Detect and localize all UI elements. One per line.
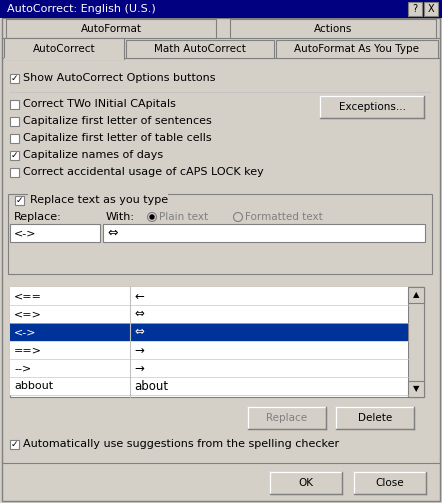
Text: Capitalize first letter of sentences: Capitalize first letter of sentences <box>23 116 212 126</box>
Text: AutoFormat As You Type: AutoFormat As You Type <box>294 44 419 54</box>
Text: ▲: ▲ <box>413 291 419 299</box>
Bar <box>10 305 408 323</box>
Text: ←: ← <box>134 290 144 302</box>
Bar <box>424 2 438 16</box>
Bar <box>4 38 124 59</box>
Text: <==: <== <box>14 291 42 301</box>
Text: Plain text: Plain text <box>159 212 208 222</box>
Text: AutoFormat: AutoFormat <box>80 24 141 34</box>
Text: ✓: ✓ <box>11 440 18 449</box>
Bar <box>10 341 408 359</box>
Bar <box>270 472 342 494</box>
Text: OK: OK <box>298 478 313 488</box>
Text: Replace: Replace <box>267 413 308 423</box>
Text: Capitalize names of days: Capitalize names of days <box>23 150 163 160</box>
Text: Capitalize first letter of table cells: Capitalize first letter of table cells <box>23 133 212 143</box>
Text: Correct accidental usage of cAPS LOCK key: Correct accidental usage of cAPS LOCK ke… <box>23 167 264 177</box>
Text: AutoCorrect: AutoCorrect <box>33 44 95 54</box>
Text: ✓: ✓ <box>11 73 18 82</box>
Text: Correct TWo INitial CApitals: Correct TWo INitial CApitals <box>23 99 176 109</box>
Text: Exceptions...: Exceptions... <box>339 102 405 112</box>
Bar <box>10 359 408 377</box>
Text: AutoCorrect: English (U.S.): AutoCorrect: English (U.S.) <box>7 4 156 14</box>
Bar <box>354 472 426 494</box>
Bar <box>10 287 408 305</box>
Text: ==>: ==> <box>14 345 42 355</box>
Bar <box>320 96 424 118</box>
Circle shape <box>150 215 154 219</box>
Bar <box>0 0 442 18</box>
Bar <box>10 323 408 341</box>
Text: →: → <box>134 344 144 357</box>
Bar <box>276 40 438 58</box>
Text: ✓: ✓ <box>11 150 18 159</box>
Bar <box>10 167 19 177</box>
Bar <box>248 407 326 429</box>
Bar <box>230 19 436 38</box>
Text: →: → <box>134 362 144 375</box>
Text: ?: ? <box>412 4 418 14</box>
Text: Actions: Actions <box>314 24 352 34</box>
Text: Show AutoCorrect Options buttons: Show AutoCorrect Options buttons <box>23 73 216 83</box>
Bar <box>103 224 425 242</box>
Bar <box>10 224 100 242</box>
Circle shape <box>148 212 156 221</box>
Text: <=>: <=> <box>14 309 42 319</box>
Text: abbout: abbout <box>14 381 53 391</box>
Bar <box>10 440 19 449</box>
Bar <box>408 2 422 16</box>
Text: Delete: Delete <box>358 413 392 423</box>
Text: Close: Close <box>376 478 404 488</box>
Text: about: about <box>134 379 168 392</box>
Bar <box>126 40 274 58</box>
Text: ⇔: ⇔ <box>134 307 144 320</box>
Text: ⇔: ⇔ <box>107 226 118 239</box>
Bar <box>15 196 24 205</box>
Bar <box>10 73 19 82</box>
Text: X: X <box>428 4 434 14</box>
Bar <box>408 287 424 397</box>
Text: Replace:: Replace: <box>14 212 62 222</box>
Circle shape <box>233 212 243 221</box>
Text: ✓: ✓ <box>16 196 23 205</box>
Text: -->: --> <box>14 363 31 373</box>
Text: Math AutoCorrect: Math AutoCorrect <box>154 44 246 54</box>
Bar <box>10 117 19 126</box>
Text: <->: <-> <box>14 327 37 337</box>
Bar <box>28 190 168 201</box>
Bar <box>10 377 408 395</box>
Text: Formatted text: Formatted text <box>245 212 323 222</box>
Text: Replace text as you type: Replace text as you type <box>30 195 168 205</box>
Bar <box>408 287 424 303</box>
Bar <box>336 407 414 429</box>
Bar <box>10 150 19 159</box>
Bar <box>10 100 19 109</box>
Bar <box>6 19 216 38</box>
Text: ▼: ▼ <box>413 384 419 393</box>
Bar <box>10 133 19 142</box>
Text: With:: With: <box>106 212 135 222</box>
Text: Automatically use suggestions from the spelling checker: Automatically use suggestions from the s… <box>23 439 339 449</box>
Bar <box>408 381 424 397</box>
Bar <box>8 194 432 274</box>
Bar <box>10 287 424 397</box>
Text: ⇔: ⇔ <box>134 325 144 339</box>
Text: <->: <-> <box>14 228 37 238</box>
